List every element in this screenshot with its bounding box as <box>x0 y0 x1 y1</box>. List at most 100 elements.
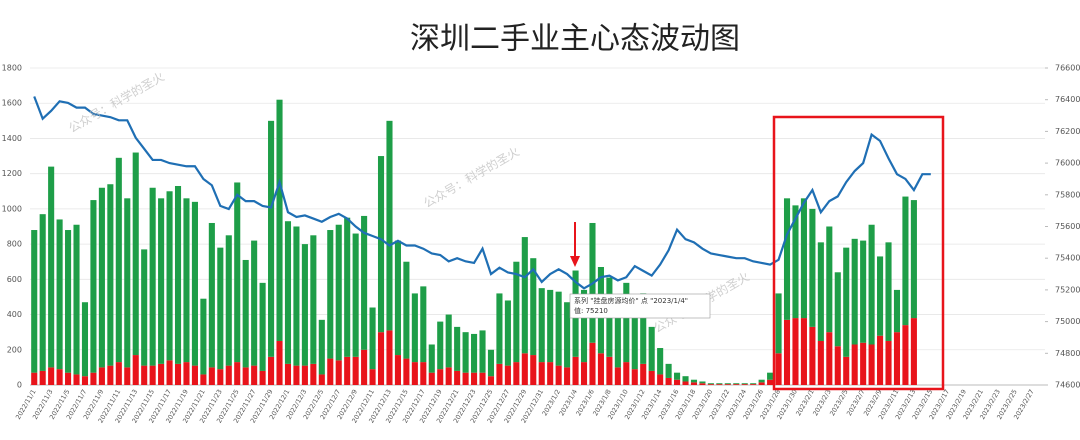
bar <box>640 293 647 364</box>
bar <box>513 362 520 385</box>
bar <box>733 383 740 385</box>
bar <box>487 376 495 385</box>
bar <box>792 205 799 319</box>
bar <box>690 379 698 383</box>
bar <box>454 326 461 371</box>
bar <box>547 289 554 363</box>
bar <box>166 191 173 361</box>
bar <box>90 372 97 385</box>
bar <box>479 372 486 385</box>
y-tick-label: 800 <box>7 240 22 249</box>
y2-tick-label: 75200 <box>1055 285 1080 294</box>
bar <box>817 340 824 385</box>
watermark: 公众号：科学的圣火 <box>421 144 522 211</box>
bar <box>547 362 554 385</box>
bar <box>868 224 875 345</box>
bar <box>877 335 884 385</box>
bar <box>174 185 182 364</box>
bar <box>39 370 46 385</box>
bar <box>217 247 224 370</box>
bar <box>132 152 139 356</box>
bar <box>158 198 165 364</box>
bar <box>124 367 131 385</box>
bar <box>403 261 410 359</box>
bar <box>200 298 207 375</box>
bar <box>124 198 131 368</box>
bar <box>902 325 909 385</box>
bar <box>310 235 317 364</box>
bar <box>293 365 300 385</box>
y-tick-label: 600 <box>7 275 22 284</box>
bar <box>750 384 757 385</box>
y2-tick-label: 75800 <box>1055 190 1080 199</box>
bar <box>504 365 511 385</box>
bar <box>783 319 791 385</box>
bar <box>843 356 850 385</box>
bar <box>792 318 799 385</box>
bar <box>48 367 55 385</box>
bar <box>234 182 241 363</box>
bar <box>462 372 469 385</box>
bar <box>301 365 308 385</box>
bar <box>564 302 571 368</box>
bar <box>783 198 791 320</box>
bar <box>724 384 731 385</box>
bar <box>580 289 588 363</box>
bar <box>31 230 38 373</box>
bar <box>487 349 495 377</box>
bar <box>834 346 841 385</box>
bar <box>39 214 46 371</box>
bar <box>386 330 393 385</box>
bar <box>394 355 401 385</box>
bar <box>183 362 190 385</box>
bar <box>411 293 418 363</box>
bar <box>614 302 621 368</box>
y2-tick-label: 75400 <box>1055 254 1080 263</box>
bar <box>369 369 376 385</box>
bar <box>826 226 833 333</box>
bar <box>251 240 258 366</box>
bar <box>631 369 638 385</box>
bar <box>834 272 841 347</box>
bar <box>716 384 723 385</box>
y-tick-label: 1800 <box>2 64 22 73</box>
bar <box>623 362 630 385</box>
bar <box>251 365 258 385</box>
y-tick-label: 0 <box>17 381 22 390</box>
y2-tick-label: 74600 <box>1055 381 1080 390</box>
y2-tick-label: 76400 <box>1055 95 1080 104</box>
bar <box>65 230 72 373</box>
bar <box>377 332 385 385</box>
bar <box>242 259 249 368</box>
bar <box>597 353 604 385</box>
y2-tick-label: 76000 <box>1055 159 1080 168</box>
bar <box>471 333 478 373</box>
bar <box>893 289 901 333</box>
bar <box>868 344 875 385</box>
bar <box>479 330 486 373</box>
bar <box>521 353 528 385</box>
bar <box>893 332 901 385</box>
bar <box>682 376 689 382</box>
bar <box>851 238 858 345</box>
tooltip-text: 系列 "挂盘房源均价" 点 "2023/1/4" <box>574 296 688 305</box>
bar <box>149 187 156 366</box>
bar <box>657 374 664 385</box>
bar <box>724 383 731 385</box>
bar <box>572 356 579 385</box>
bar <box>851 344 858 385</box>
bar <box>56 369 63 385</box>
bar <box>344 217 351 357</box>
bar <box>504 300 511 366</box>
y-tick-label: 1200 <box>2 169 22 178</box>
bar <box>234 362 241 385</box>
bar <box>555 291 562 366</box>
bar <box>335 224 342 361</box>
bar <box>496 363 503 385</box>
bar <box>352 356 359 385</box>
bar <box>115 362 122 385</box>
bar <box>775 293 782 354</box>
bar <box>310 363 317 385</box>
